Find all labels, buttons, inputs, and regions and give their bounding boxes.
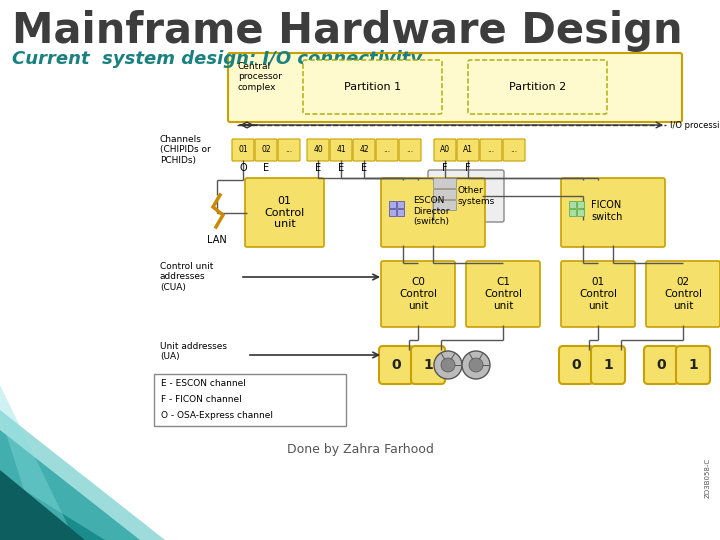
Text: E: E xyxy=(361,163,367,173)
Text: A1: A1 xyxy=(463,145,473,154)
Text: F: F xyxy=(442,163,448,173)
Text: Current  system design: I/O connectivity: Current system design: I/O connectivity xyxy=(12,50,422,68)
Text: 01: 01 xyxy=(238,145,248,154)
FancyBboxPatch shape xyxy=(561,261,635,327)
Text: E: E xyxy=(338,163,344,173)
FancyBboxPatch shape xyxy=(303,60,442,114)
Text: FICON
switch: FICON switch xyxy=(591,200,622,222)
FancyBboxPatch shape xyxy=(559,346,593,384)
FancyBboxPatch shape xyxy=(397,200,403,207)
Text: 41: 41 xyxy=(336,145,346,154)
FancyBboxPatch shape xyxy=(399,139,421,161)
Polygon shape xyxy=(0,430,140,540)
Text: 1: 1 xyxy=(603,358,613,372)
FancyBboxPatch shape xyxy=(389,200,395,207)
Text: 0: 0 xyxy=(391,358,401,372)
FancyBboxPatch shape xyxy=(397,208,403,215)
Text: 01
Control
unit: 01 Control unit xyxy=(264,196,305,229)
FancyBboxPatch shape xyxy=(411,346,445,384)
Text: Other
systems: Other systems xyxy=(458,186,495,206)
FancyBboxPatch shape xyxy=(434,139,456,161)
Text: F - FICON channel: F - FICON channel xyxy=(161,395,242,403)
FancyBboxPatch shape xyxy=(389,208,395,215)
FancyBboxPatch shape xyxy=(433,190,456,199)
Circle shape xyxy=(469,358,483,372)
FancyBboxPatch shape xyxy=(503,139,525,161)
Text: C1
Control
unit: C1 Control unit xyxy=(484,278,522,310)
Text: O - OSA-Express channel: O - OSA-Express channel xyxy=(161,410,273,420)
Text: ESCON
Director
(switch): ESCON Director (switch) xyxy=(413,196,449,226)
FancyBboxPatch shape xyxy=(569,200,575,207)
Text: Done by Zahra Farhood: Done by Zahra Farhood xyxy=(287,443,433,456)
FancyBboxPatch shape xyxy=(376,139,398,161)
Text: O: O xyxy=(239,163,247,173)
Text: 1: 1 xyxy=(688,358,698,372)
Polygon shape xyxy=(0,470,85,540)
Polygon shape xyxy=(0,410,165,540)
FancyBboxPatch shape xyxy=(255,139,277,161)
FancyBboxPatch shape xyxy=(561,178,665,247)
Text: 0: 0 xyxy=(571,358,581,372)
Text: E: E xyxy=(315,163,321,173)
Text: 40: 40 xyxy=(313,145,323,154)
Text: LAN: LAN xyxy=(207,235,227,245)
Text: Mainframe Hardware Design: Mainframe Hardware Design xyxy=(12,10,683,52)
FancyBboxPatch shape xyxy=(466,261,540,327)
Circle shape xyxy=(434,351,462,379)
Text: Partition 1: Partition 1 xyxy=(344,82,401,92)
Text: ...: ... xyxy=(285,145,292,154)
FancyBboxPatch shape xyxy=(676,346,710,384)
FancyBboxPatch shape xyxy=(577,208,583,215)
Text: ...: ... xyxy=(510,145,518,154)
FancyBboxPatch shape xyxy=(278,139,300,161)
FancyBboxPatch shape xyxy=(379,346,413,384)
Text: Control unit
addresses
(CUA): Control unit addresses (CUA) xyxy=(160,262,213,292)
FancyBboxPatch shape xyxy=(330,139,352,161)
FancyBboxPatch shape xyxy=(245,178,324,247)
FancyBboxPatch shape xyxy=(433,200,456,211)
Circle shape xyxy=(441,358,455,372)
FancyBboxPatch shape xyxy=(381,178,485,247)
FancyBboxPatch shape xyxy=(591,346,625,384)
Text: Channels
(CHIPIDs or
PCHIDs): Channels (CHIPIDs or PCHIDs) xyxy=(160,135,211,165)
Text: F: F xyxy=(465,163,471,173)
Text: Central
processor
complex: Central processor complex xyxy=(238,62,282,92)
FancyBboxPatch shape xyxy=(577,200,583,207)
FancyBboxPatch shape xyxy=(569,208,575,215)
Text: E: E xyxy=(263,163,269,173)
FancyBboxPatch shape xyxy=(232,139,254,161)
FancyBboxPatch shape xyxy=(428,170,504,222)
FancyBboxPatch shape xyxy=(644,346,678,384)
FancyBboxPatch shape xyxy=(307,139,329,161)
Text: C0
Control
unit: C0 Control unit xyxy=(399,278,437,310)
Text: 02: 02 xyxy=(261,145,271,154)
FancyBboxPatch shape xyxy=(381,261,455,327)
FancyBboxPatch shape xyxy=(468,60,607,114)
Circle shape xyxy=(462,351,490,379)
Text: Partition 2: Partition 2 xyxy=(509,82,566,92)
Text: ZO3B058-C: ZO3B058-C xyxy=(705,458,711,498)
FancyBboxPatch shape xyxy=(480,139,502,161)
Text: ...: ... xyxy=(487,145,495,154)
Text: Unit addresses
(UA): Unit addresses (UA) xyxy=(160,342,227,361)
Text: 42: 42 xyxy=(359,145,369,154)
FancyBboxPatch shape xyxy=(154,374,346,426)
Text: 01
Control
unit: 01 Control unit xyxy=(579,278,617,310)
Text: E - ESCON channel: E - ESCON channel xyxy=(161,379,246,388)
Text: I/O processing: I/O processing xyxy=(670,120,720,130)
FancyBboxPatch shape xyxy=(457,139,479,161)
FancyBboxPatch shape xyxy=(353,139,375,161)
Text: A0: A0 xyxy=(440,145,450,154)
FancyBboxPatch shape xyxy=(228,53,682,122)
Text: 1: 1 xyxy=(423,358,433,372)
Text: ...: ... xyxy=(384,145,390,154)
Polygon shape xyxy=(0,385,75,540)
FancyBboxPatch shape xyxy=(646,261,720,327)
Text: ...: ... xyxy=(406,145,413,154)
Text: 0: 0 xyxy=(656,358,666,372)
FancyBboxPatch shape xyxy=(433,179,456,188)
Text: 02
Control
unit: 02 Control unit xyxy=(664,278,702,310)
